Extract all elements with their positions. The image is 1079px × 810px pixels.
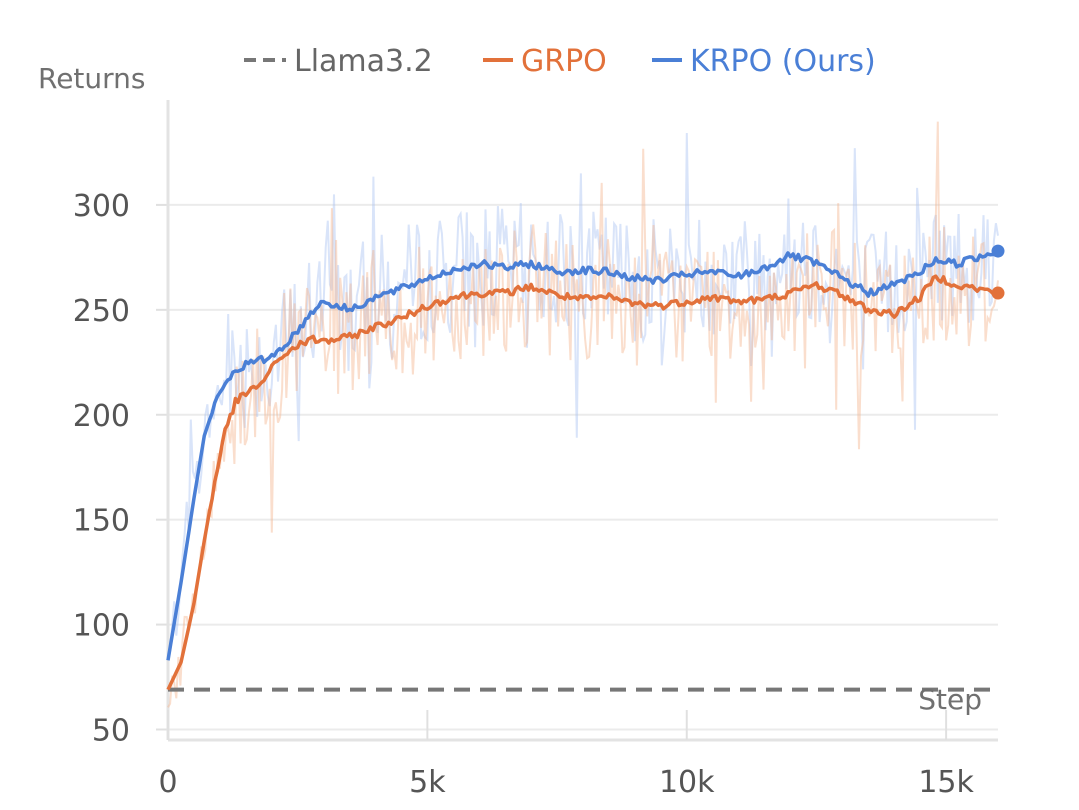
series-end-point-grpo [991,286,1005,300]
x-tick-label: 15k [918,765,974,800]
x-tick-label: 0 [158,765,177,800]
series-end-point-krpo [991,244,1005,258]
x-tick-label: 10k [659,765,715,800]
legend: Llama3.2 GRPO KRPO (Ours) [244,44,876,79]
y-tick-label: 300 [73,189,130,224]
axes [156,100,998,742]
legend-label-llama: Llama3.2 [294,44,433,79]
legend-label-grpo: GRPO [521,44,607,79]
y-tick-label: 100 [73,609,130,644]
y-axis-title: Returns [38,62,146,95]
legend-label-krpo: KRPO (Ours) [690,44,876,79]
raw-trace-krpo [167,132,999,655]
raw-trace-grpo [167,121,999,708]
series-line-grpo [166,274,1000,691]
y-tick-label: 200 [73,399,130,434]
y-tick-label: 150 [73,504,130,539]
x-axis-title: Step [918,683,982,716]
grid [168,203,998,731]
series-line-krpo [166,251,999,661]
x-tick-label: 5k [409,765,446,800]
series-lines [166,244,1005,692]
y-tick-label: 50 [92,714,130,749]
y-tick-label: 250 [73,294,130,329]
tick-labels: 50 100 150 200 250 300 0 5k 10k 15k [73,189,975,800]
